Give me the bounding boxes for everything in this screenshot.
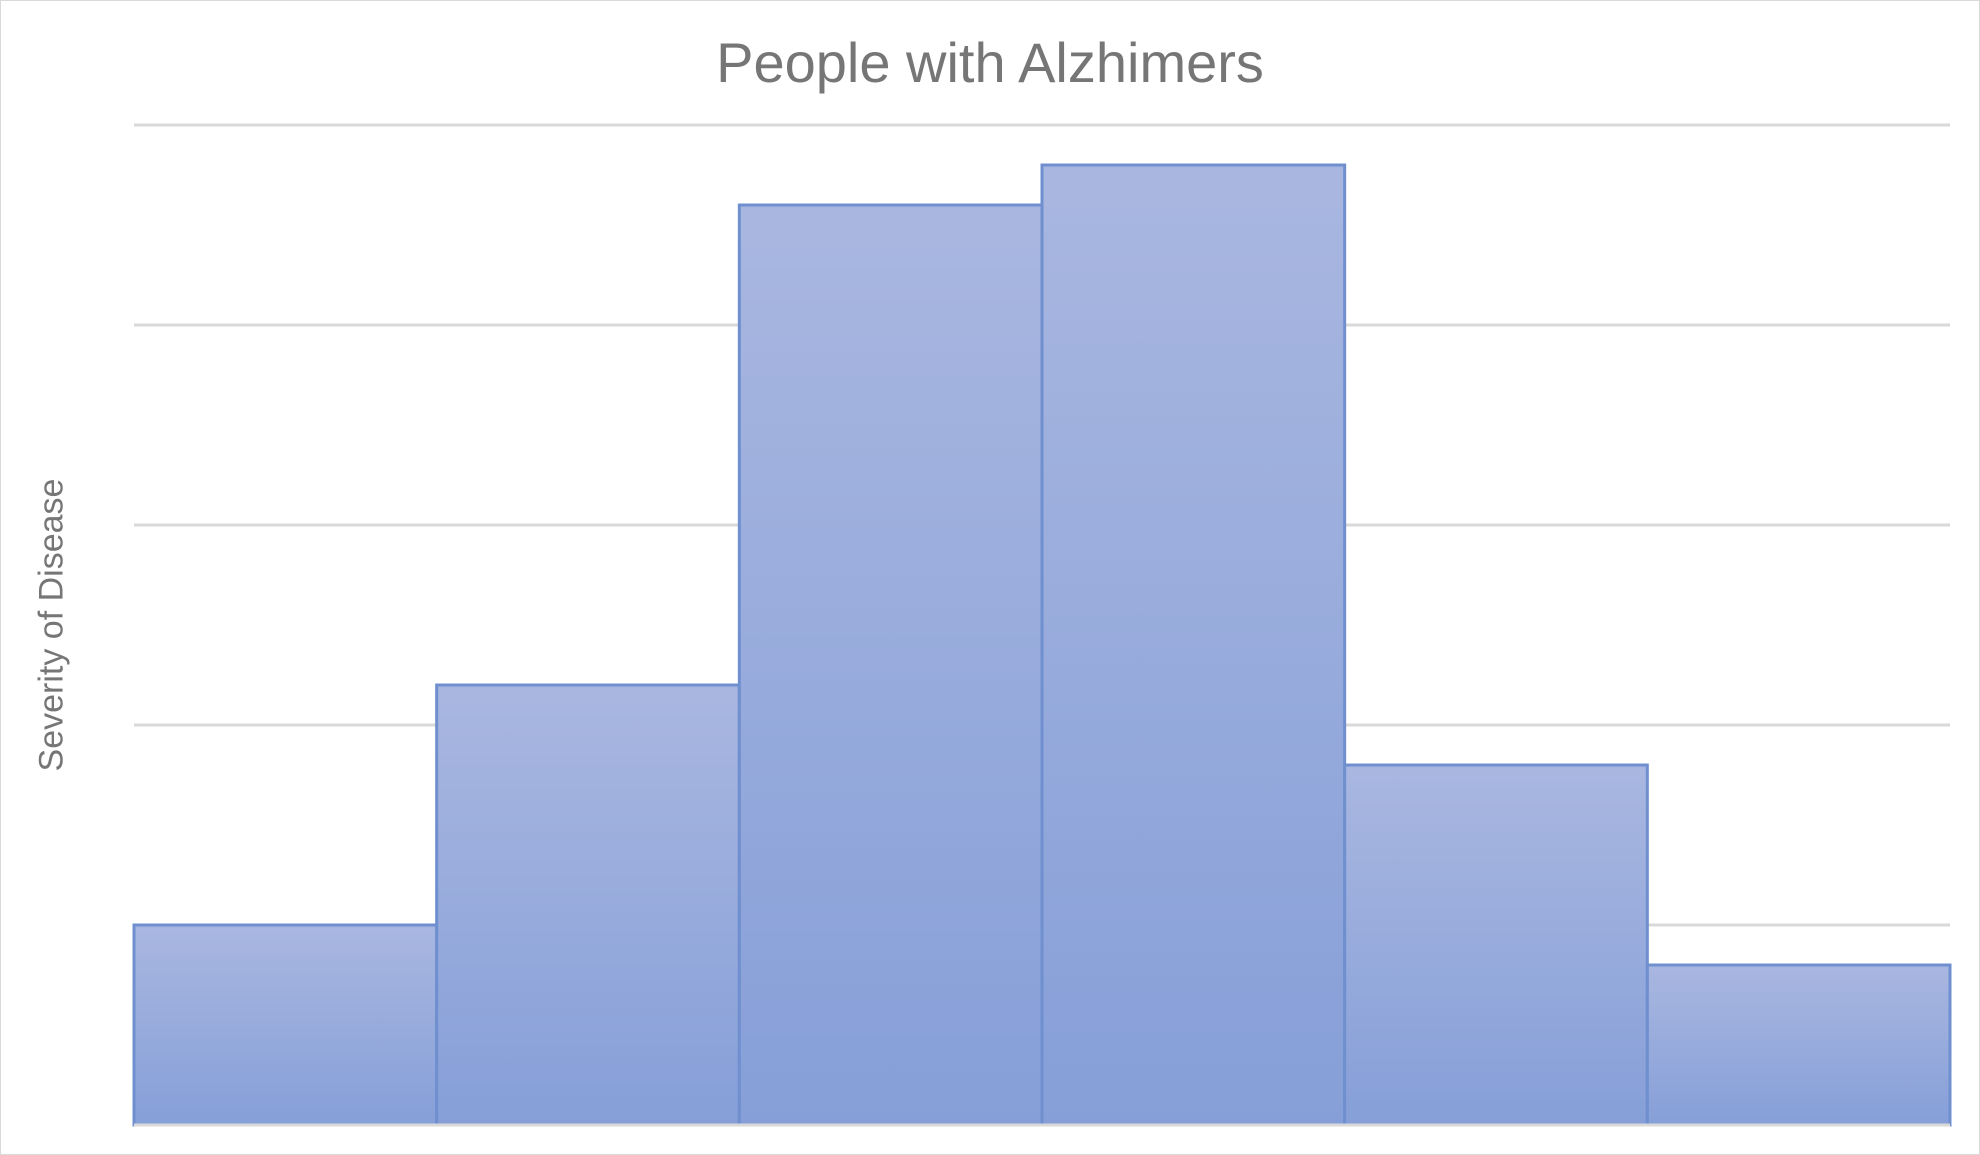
- chart-title: People with Alzhimers: [716, 31, 1264, 94]
- bar-5: [1343, 763, 1649, 1127]
- bar-4: [1040, 163, 1347, 1127]
- bar-2: [435, 683, 741, 1127]
- bar-3: [737, 203, 1044, 1127]
- bar-6: [1645, 963, 1952, 1127]
- bars: [132, 163, 1952, 1127]
- bar-1: [132, 923, 439, 1127]
